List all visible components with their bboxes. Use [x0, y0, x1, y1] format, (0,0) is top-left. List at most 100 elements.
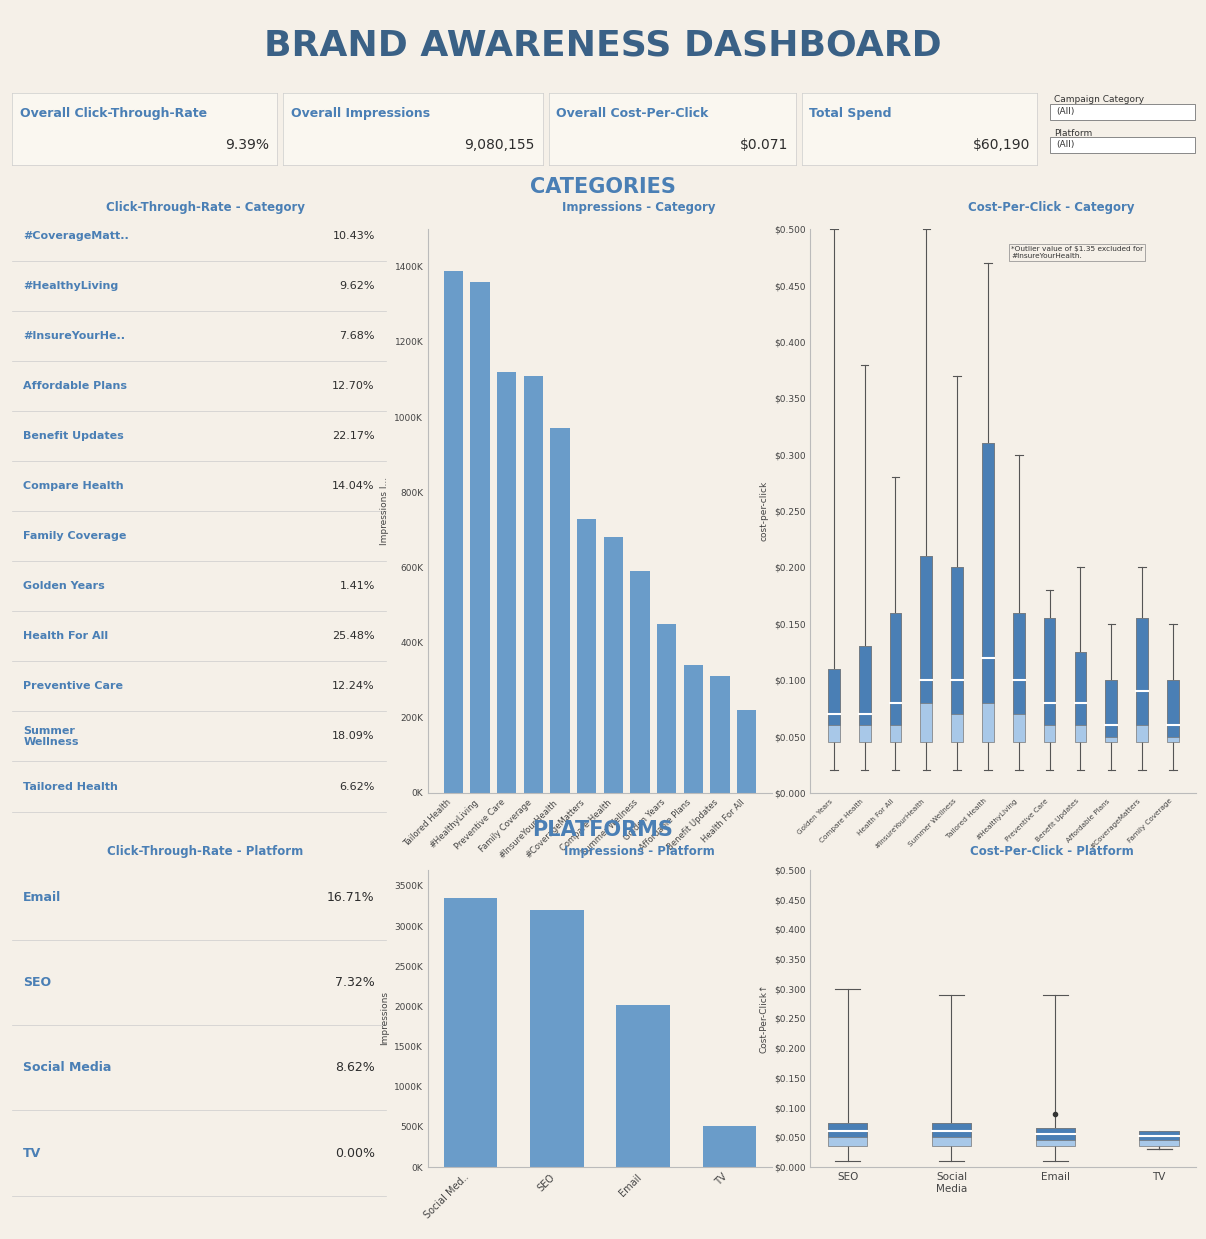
Text: 1.41%: 1.41%: [339, 581, 375, 591]
FancyBboxPatch shape: [1043, 618, 1055, 742]
Bar: [444, 898, 497, 1167]
FancyBboxPatch shape: [952, 567, 964, 742]
FancyBboxPatch shape: [1140, 1131, 1178, 1146]
FancyBboxPatch shape: [920, 556, 932, 703]
Text: #HealthyLiving: #HealthyLiving: [23, 281, 118, 291]
Y-axis label: Cost-Per-Click↑: Cost-Per-Click↑: [760, 984, 768, 1053]
FancyBboxPatch shape: [859, 647, 871, 725]
Bar: [523, 375, 543, 793]
Text: Impressions - Category: Impressions - Category: [562, 201, 716, 213]
Text: 9,080,155: 9,080,155: [464, 138, 535, 152]
Bar: [550, 429, 569, 793]
Text: 9.62%: 9.62%: [339, 281, 375, 291]
Text: 7.32%: 7.32%: [335, 976, 375, 989]
Text: #CoverageMatt..: #CoverageMatt..: [23, 230, 129, 240]
Text: $0.071: $0.071: [740, 138, 789, 152]
Bar: [576, 519, 596, 793]
Text: CATEGORIES: CATEGORIES: [531, 177, 675, 197]
Text: Tailored Health: Tailored Health: [23, 782, 118, 792]
Bar: [737, 710, 756, 793]
Bar: [657, 624, 677, 793]
FancyBboxPatch shape: [982, 444, 994, 703]
Text: Total Spend: Total Spend: [809, 108, 891, 120]
Y-axis label: cost-per-click: cost-per-click: [760, 481, 768, 541]
Text: Platform: Platform: [1054, 129, 1093, 138]
Text: Benefit Updates: Benefit Updates: [23, 431, 124, 441]
Bar: [703, 1126, 756, 1167]
Text: Click-Through-Rate - Platform: Click-Through-Rate - Platform: [107, 845, 303, 857]
Bar: [616, 1005, 669, 1167]
Bar: [604, 538, 624, 793]
FancyBboxPatch shape: [932, 1123, 971, 1137]
FancyBboxPatch shape: [1049, 104, 1194, 120]
Text: 7.68%: 7.68%: [339, 331, 375, 341]
Text: Cost-Per-Click - Category: Cost-Per-Click - Category: [968, 201, 1135, 213]
Text: 12.24%: 12.24%: [332, 681, 375, 691]
Text: (All): (All): [1056, 107, 1075, 115]
Text: PLATFORMS: PLATFORMS: [533, 820, 673, 840]
Text: 6.62%: 6.62%: [339, 782, 375, 792]
Text: Impressions - Platform: Impressions - Platform: [564, 845, 714, 857]
Text: BRAND AWARENESS DASHBOARD: BRAND AWARENESS DASHBOARD: [264, 28, 942, 62]
Text: Golden Years: Golden Years: [23, 581, 105, 591]
Bar: [497, 372, 516, 793]
Text: Social Media: Social Media: [23, 1062, 112, 1074]
FancyBboxPatch shape: [920, 556, 932, 742]
FancyBboxPatch shape: [890, 612, 901, 725]
FancyBboxPatch shape: [1013, 612, 1025, 714]
Y-axis label: Impressions: Impressions: [380, 991, 388, 1046]
Text: 18.09%: 18.09%: [332, 731, 375, 741]
FancyBboxPatch shape: [1036, 1129, 1075, 1146]
FancyBboxPatch shape: [932, 1123, 971, 1146]
FancyBboxPatch shape: [1136, 618, 1148, 742]
FancyBboxPatch shape: [1075, 652, 1087, 725]
FancyBboxPatch shape: [1167, 680, 1178, 736]
FancyBboxPatch shape: [1043, 618, 1055, 725]
FancyBboxPatch shape: [1140, 1131, 1178, 1140]
Bar: [684, 665, 703, 793]
FancyBboxPatch shape: [982, 444, 994, 742]
Text: 25.48%: 25.48%: [332, 632, 375, 642]
Bar: [470, 281, 490, 793]
Text: *Outlier value of $1.35 excluded for
#InsureYourHealth.: *Outlier value of $1.35 excluded for #In…: [1011, 247, 1143, 259]
FancyBboxPatch shape: [829, 1123, 867, 1137]
Text: SEO: SEO: [23, 976, 52, 989]
Text: Overall Impressions: Overall Impressions: [291, 108, 431, 120]
FancyBboxPatch shape: [829, 1123, 867, 1146]
FancyBboxPatch shape: [890, 612, 901, 742]
Text: Email: Email: [23, 891, 62, 904]
Bar: [531, 909, 584, 1167]
Text: (All): (All): [1056, 140, 1075, 149]
Y-axis label: Impressions I...: Impressions I...: [380, 477, 388, 545]
Text: Overall Cost-Per-Click: Overall Cost-Per-Click: [556, 108, 708, 120]
FancyBboxPatch shape: [829, 669, 839, 725]
Text: Overall Click-Through-Rate: Overall Click-Through-Rate: [21, 108, 207, 120]
Text: Family Coverage: Family Coverage: [23, 532, 127, 541]
FancyBboxPatch shape: [1106, 680, 1117, 742]
Bar: [631, 571, 650, 793]
Text: 10.43%: 10.43%: [333, 230, 375, 240]
FancyBboxPatch shape: [1075, 652, 1087, 742]
FancyBboxPatch shape: [952, 567, 964, 714]
Text: 14.04%: 14.04%: [332, 481, 375, 491]
Text: 8.62%: 8.62%: [335, 1062, 375, 1074]
Text: Click-Through-Rate - Category: Click-Through-Rate - Category: [105, 201, 305, 213]
Text: 16.71%: 16.71%: [327, 891, 375, 904]
FancyBboxPatch shape: [1136, 618, 1148, 725]
Bar: [710, 676, 730, 793]
FancyBboxPatch shape: [1167, 680, 1178, 742]
Text: Summer
Wellness: Summer Wellness: [23, 726, 78, 747]
FancyBboxPatch shape: [1013, 612, 1025, 742]
FancyBboxPatch shape: [1036, 1129, 1075, 1140]
FancyBboxPatch shape: [859, 647, 871, 742]
Text: 22.17%: 22.17%: [332, 431, 375, 441]
Text: Affordable Plans: Affordable Plans: [23, 380, 128, 390]
Text: Cost-Per-Click - Platform: Cost-Per-Click - Platform: [970, 845, 1134, 857]
Text: 0.00%: 0.00%: [335, 1146, 375, 1160]
Text: Compare Health: Compare Health: [23, 481, 124, 491]
Text: TV: TV: [23, 1146, 41, 1160]
FancyBboxPatch shape: [829, 669, 839, 742]
Bar: [444, 270, 463, 793]
Text: $60,190: $60,190: [973, 138, 1030, 152]
Text: Preventive Care: Preventive Care: [23, 681, 123, 691]
